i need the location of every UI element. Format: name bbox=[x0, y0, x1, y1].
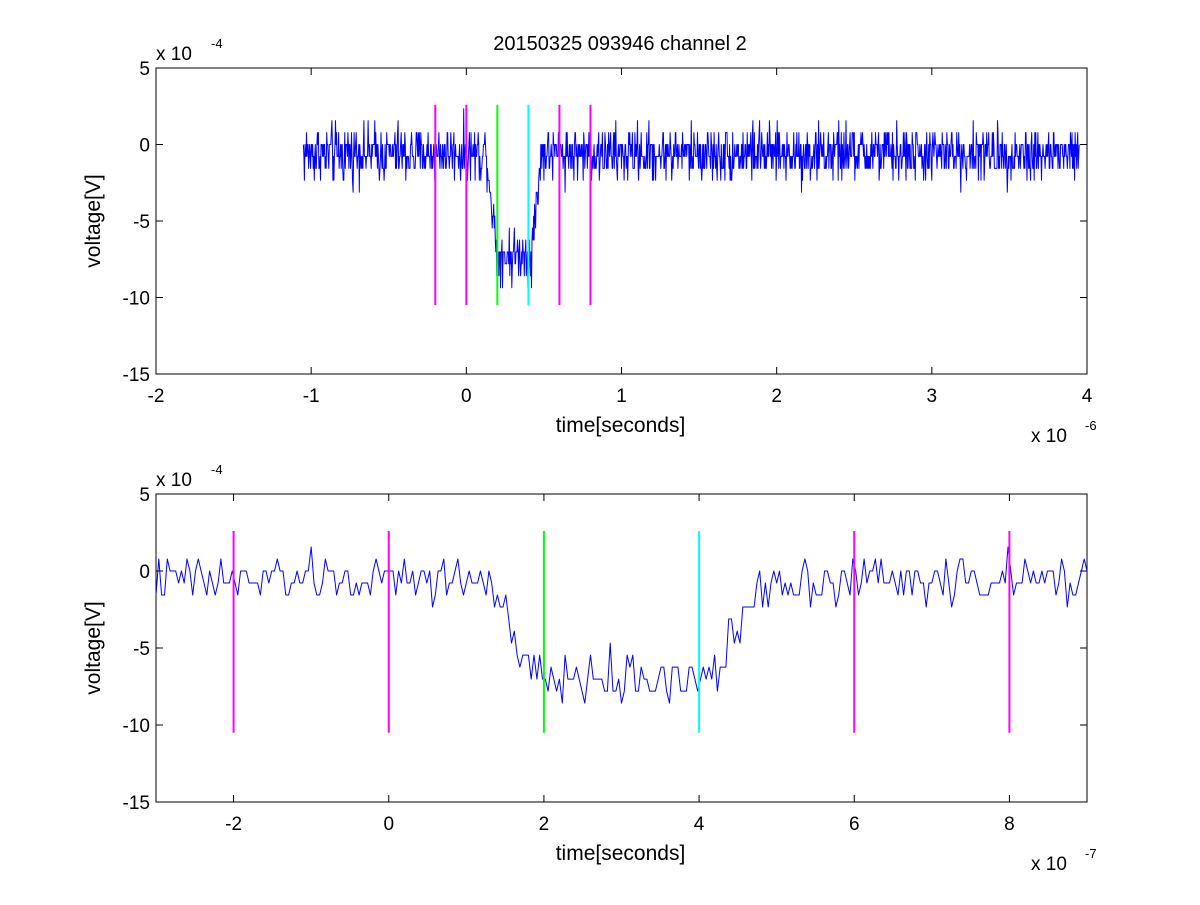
y-tick-label: 0 bbox=[139, 136, 150, 157]
y-tick-label: -15 bbox=[123, 793, 150, 814]
x-tick-label: 4 bbox=[694, 814, 705, 835]
x-tick-label: 1 bbox=[616, 386, 627, 407]
x-tick-label: 0 bbox=[461, 386, 472, 407]
y-exponent-label: x 10 bbox=[156, 470, 192, 491]
y-exponent-power: -4 bbox=[211, 36, 223, 51]
series-line bbox=[155, 546, 1088, 704]
y-tick-label: -10 bbox=[123, 716, 150, 737]
x-exponent-power: -6 bbox=[1085, 418, 1097, 433]
x-tick-label: 6 bbox=[849, 814, 860, 835]
y-axis-label: voltage[V] bbox=[82, 174, 105, 267]
x-exponent-label: x 10 bbox=[1031, 854, 1067, 875]
plot-0-axes-box bbox=[155, 67, 1088, 375]
plot-1-axes-box bbox=[155, 493, 1088, 803]
y-tick-label: 5 bbox=[139, 485, 150, 506]
top-plot: -2 -1 0 1 2 3 450-5-10-15time[seconds]voltage[… bbox=[82, 36, 1097, 447]
y-exponent-label: x 10 bbox=[156, 44, 192, 65]
x-axis-label: time[seconds] bbox=[556, 842, 686, 865]
x-tick-label: 8 bbox=[1004, 814, 1015, 835]
y-tick-label: -15 bbox=[123, 365, 150, 386]
x-axis-label: time[seconds] bbox=[556, 414, 686, 437]
x-tick-label: 3 bbox=[927, 386, 938, 407]
y-tick-label: -5 bbox=[133, 212, 150, 233]
x-exponent-power: -7 bbox=[1085, 846, 1097, 861]
x-tick-label: 4 bbox=[1082, 386, 1093, 407]
y-axis-label: voltage[V] bbox=[82, 601, 105, 694]
x-tick-label: 2 bbox=[771, 386, 782, 407]
y-tick-label: -10 bbox=[123, 289, 150, 310]
y-exponent-power: -4 bbox=[211, 462, 223, 477]
series-line bbox=[302, 108, 1080, 289]
x-tick-label: 0 bbox=[383, 814, 394, 835]
bottom-plot: -2 0 2 4 6 8 5 0 -5 -10 -15 time[seconds] voltage[V]… bbox=[82, 462, 1097, 875]
x-exponent-label: x 10 bbox=[1031, 426, 1067, 447]
x-tick-label: -2 bbox=[225, 814, 242, 835]
x-tick-label: -1 bbox=[303, 386, 320, 407]
x-tick-label: 2 bbox=[539, 814, 550, 835]
y-tick-label: 5 bbox=[139, 59, 150, 80]
y-tick-label: 0 bbox=[139, 562, 150, 583]
y-tick-label: -5 bbox=[133, 639, 150, 660]
figure-title: 20150325 093946 channel 2 bbox=[493, 33, 747, 55]
x-tick-label: -2 bbox=[148, 386, 165, 407]
